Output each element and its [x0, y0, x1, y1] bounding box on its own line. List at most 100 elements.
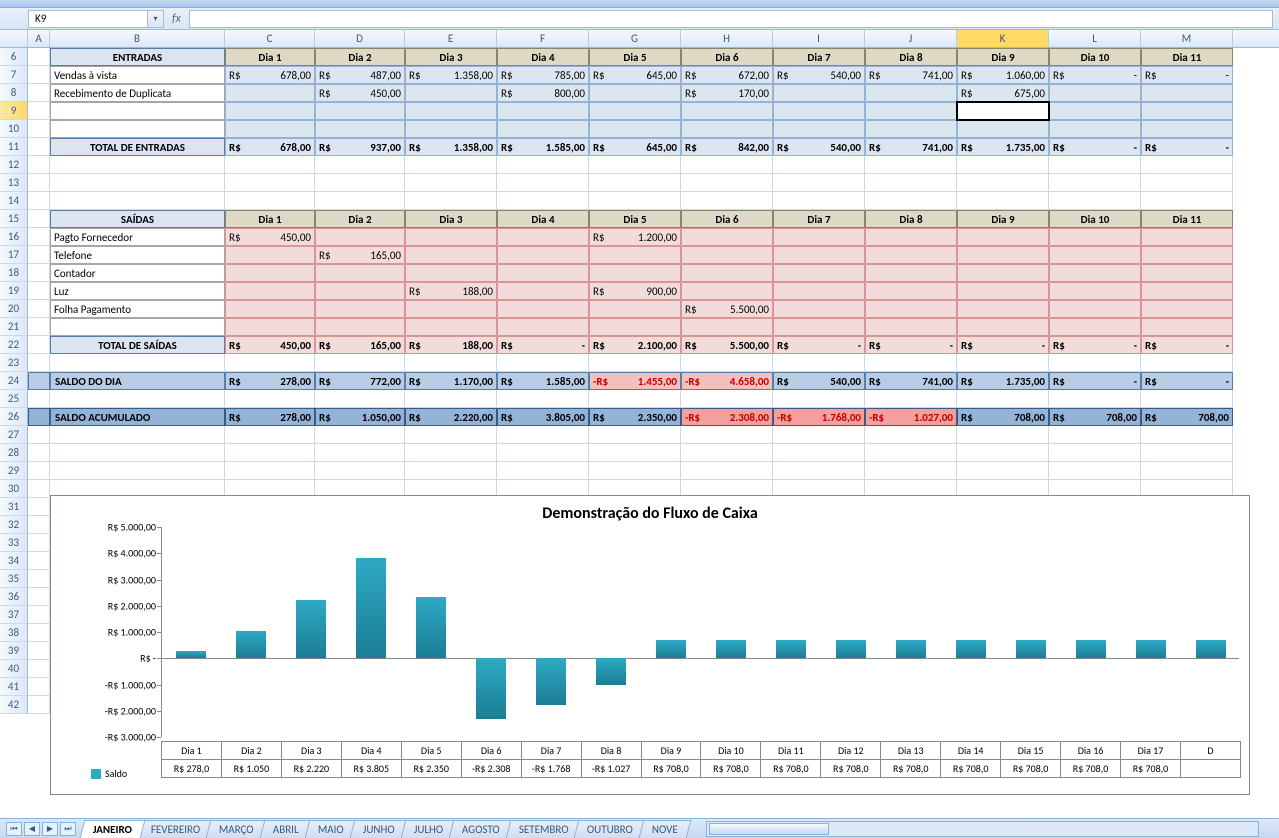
tab-nav-buttons: ⏮ ◀ ▶ ⏭ — [0, 822, 82, 836]
column-header[interactable]: J — [865, 30, 957, 47]
row-header[interactable]: 27 — [0, 426, 28, 444]
tab-last-icon[interactable]: ⏭ — [60, 822, 76, 836]
row-header[interactable]: 10 — [0, 120, 28, 138]
row-header[interactable]: 20 — [0, 300, 28, 318]
tab-prev-icon[interactable]: ◀ — [24, 822, 40, 836]
name-box[interactable]: K9 — [28, 10, 148, 28]
row-header[interactable]: 36 — [0, 588, 28, 606]
chart-bar — [476, 658, 506, 719]
column-headers: ABCDEFGHIJKLM — [0, 30, 1279, 48]
column-header[interactable]: E — [405, 30, 497, 47]
sheet-tab[interactable]: OUTUBRO — [574, 820, 647, 838]
column-header[interactable]: F — [497, 30, 589, 47]
column-header[interactable]: A — [28, 30, 50, 47]
sheet-tab[interactable]: SETEMBRO — [505, 820, 582, 838]
formula-bar[interactable] — [189, 10, 1273, 28]
name-box-dropdown[interactable]: ▾ — [148, 10, 164, 28]
chart-bar — [236, 631, 266, 659]
chart-bar — [416, 597, 446, 659]
tab-first-icon[interactable]: ⏮ — [6, 822, 22, 836]
tab-next-icon[interactable]: ▶ — [42, 822, 58, 836]
row-header[interactable]: 24 — [0, 372, 28, 390]
column-header[interactable]: C — [225, 30, 315, 47]
row-header[interactable]: 8 — [0, 84, 28, 102]
horizontal-scrollbar[interactable] — [706, 821, 1259, 837]
chart-plot: R$ 5.000,00R$ 4.000,00R$ 3.000,00R$ 2.00… — [161, 527, 1239, 737]
row-header[interactable]: 29 — [0, 462, 28, 480]
chart-bar — [1016, 640, 1046, 659]
sheet-tab[interactable]: MARÇO — [206, 820, 268, 838]
row-header[interactable]: 26 — [0, 408, 28, 426]
row-header[interactable]: 12 — [0, 156, 28, 174]
row-header[interactable]: 32 — [0, 516, 28, 534]
row-header[interactable]: 13 — [0, 174, 28, 192]
name-box-row: K9 ▾ fx — [0, 8, 1279, 30]
chart-bar — [656, 640, 686, 659]
legend-swatch — [91, 769, 101, 779]
ribbon-group — [0, 0, 80, 7]
row-header[interactable]: 40 — [0, 660, 28, 678]
column-header[interactable]: G — [589, 30, 681, 47]
chart-bar — [536, 658, 566, 704]
column-header[interactable]: B — [50, 30, 225, 47]
sheet-tab[interactable]: NOVE — [639, 820, 692, 838]
row-header[interactable]: 7 — [0, 66, 28, 84]
chart-data-table: Dia 1Dia 2Dia 3Dia 4Dia 5Dia 6Dia 7Dia 8… — [161, 741, 1241, 778]
column-header[interactable]: D — [315, 30, 405, 47]
select-all-corner[interactable] — [0, 30, 28, 47]
spreadsheet-area: ABCDEFGHIJKLM 6ENTRADASDia 1Dia 2Dia 3Di… — [0, 30, 1279, 818]
sheet-tabs-bar: ⏮ ◀ ▶ ⏭ JANEIROFEVEREIROMARÇOABRILMAIOJU… — [0, 818, 1279, 838]
chart-bar — [176, 651, 206, 658]
fx-icon[interactable]: fx — [172, 12, 181, 26]
row-header[interactable]: 38 — [0, 624, 28, 642]
column-header[interactable]: I — [773, 30, 865, 47]
column-header[interactable]: M — [1141, 30, 1233, 47]
legend-label: Saldo — [105, 767, 127, 780]
column-header[interactable]: H — [681, 30, 773, 47]
row-header[interactable]: 25 — [0, 390, 28, 408]
chart-y-axis — [161, 527, 162, 737]
row-header[interactable]: 37 — [0, 606, 28, 624]
row-header[interactable]: 17 — [0, 246, 28, 264]
sheet-tab[interactable]: FEVEREIRO — [138, 820, 214, 838]
row-header[interactable]: 33 — [0, 534, 28, 552]
scrollbar-thumb[interactable] — [709, 823, 829, 835]
row-header[interactable]: 41 — [0, 678, 28, 696]
row-header[interactable]: 42 — [0, 696, 28, 714]
row-header[interactable]: 9 — [0, 102, 28, 120]
chart-bar — [836, 640, 866, 659]
row-header[interactable]: 6 — [0, 48, 28, 66]
row-header[interactable]: 19 — [0, 282, 28, 300]
chart-bar — [1196, 640, 1226, 659]
row-header[interactable]: 30 — [0, 480, 28, 498]
row-header[interactable]: 21 — [0, 318, 28, 336]
sheet-tab[interactable]: JULHO — [400, 820, 456, 838]
chart-legend: Saldo — [91, 767, 127, 780]
chart-bar — [716, 640, 746, 659]
sheet-tab[interactable]: JUNHO — [349, 820, 408, 838]
row-header[interactable]: 11 — [0, 138, 28, 156]
chart-container[interactable]: Demonstração do Fluxo de Caixa R$ 5.000,… — [50, 495, 1250, 795]
column-header[interactable]: L — [1049, 30, 1141, 47]
row-header[interactable]: 14 — [0, 192, 28, 210]
row-header[interactable]: 31 — [0, 498, 28, 516]
chart-bar — [296, 600, 326, 658]
chart-bar — [956, 640, 986, 659]
row-header[interactable]: 22 — [0, 336, 28, 354]
sheet-tab[interactable]: JANEIRO — [80, 820, 146, 838]
row-header[interactable]: 16 — [0, 228, 28, 246]
row-header[interactable]: 15 — [0, 210, 28, 228]
column-header[interactable]: K — [957, 30, 1049, 47]
row-header[interactable]: 28 — [0, 444, 28, 462]
row-header[interactable]: 39 — [0, 642, 28, 660]
row-header[interactable]: 35 — [0, 570, 28, 588]
row-header[interactable]: 18 — [0, 264, 28, 282]
chart-y-labels: R$ 5.000,00R$ 4.000,00R$ 3.000,00R$ 2.00… — [86, 527, 156, 737]
sheet-tab[interactable]: AGOSTO — [448, 820, 513, 838]
chart-bar — [1076, 640, 1106, 659]
chart-bar — [596, 658, 626, 685]
chart-bar — [896, 640, 926, 659]
row-header[interactable]: 23 — [0, 354, 28, 372]
row-header[interactable]: 34 — [0, 552, 28, 570]
chart-bar — [356, 558, 386, 658]
